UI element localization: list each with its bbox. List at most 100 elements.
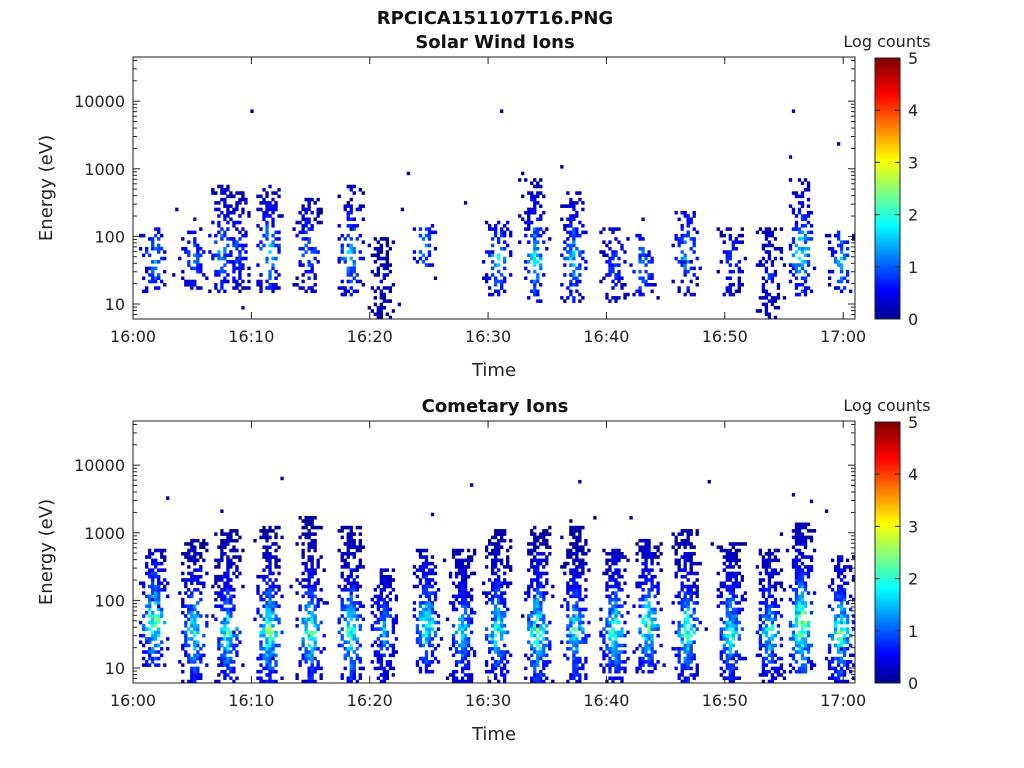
- spectrogram-cell: [683, 529, 687, 533]
- spectrogram-cell: [773, 597, 778, 602]
- spectrogram-cell: [755, 263, 760, 267]
- spectrogram-cell: [226, 204, 230, 208]
- spectrogram-cell: [686, 646, 690, 651]
- spectrogram-cell: [533, 673, 537, 677]
- spectrogram-cell: [662, 663, 666, 667]
- spectrogram-cell: [800, 250, 805, 254]
- spectrogram-cell: [346, 597, 350, 602]
- spectrogram-cell: [599, 279, 603, 284]
- spectrogram-cell: [647, 591, 651, 595]
- spectrogram-cell: [722, 660, 726, 664]
- spectrogram-cell: [265, 207, 269, 212]
- spectrogram-cell: [527, 568, 531, 572]
- spectrogram-cell: [737, 676, 741, 681]
- spectrogram-cell: [385, 266, 390, 271]
- spectrogram-cell: [791, 666, 796, 671]
- spectrogram-cell: [734, 240, 738, 244]
- spectrogram-cell: [178, 660, 182, 664]
- spectrogram-cell: [199, 660, 203, 664]
- x-tick-label: 16:20: [347, 691, 393, 710]
- spectrogram-cell: [265, 640, 269, 644]
- spectrogram-cell: [680, 679, 684, 684]
- spectrogram-cell: [533, 243, 537, 248]
- spectrogram-cell: [385, 663, 390, 667]
- spectrogram-cell: [382, 299, 386, 303]
- spectrogram-cell: [839, 279, 844, 284]
- spectrogram-cell: [773, 571, 778, 576]
- spectrogram-cell: [740, 240, 744, 244]
- spectrogram-cell: [145, 246, 149, 251]
- spectrogram-cell: [683, 558, 687, 563]
- spectrogram-cell: [355, 588, 359, 592]
- spectrogram-cell: [566, 581, 570, 586]
- spectrogram-cell: [677, 561, 681, 566]
- spectrogram-cell: [608, 660, 612, 664]
- spectrogram-cell: [358, 532, 362, 536]
- spectrogram-cell: [644, 548, 648, 553]
- spectrogram-cell: [791, 227, 796, 231]
- spectrogram-cell: [385, 260, 390, 264]
- spectrogram-cell: [460, 588, 465, 592]
- spectrogram-cell: [545, 227, 549, 231]
- spectrogram-cell: [157, 574, 161, 579]
- spectrogram-cell: [304, 525, 308, 530]
- spectrogram-cell: [686, 601, 690, 605]
- spectrogram-cell: [460, 558, 465, 563]
- spectrogram-cell: [572, 561, 576, 566]
- spectrogram-cell: [223, 663, 227, 667]
- spectrogram-cell: [782, 263, 787, 267]
- spectrogram-cell: [764, 650, 769, 654]
- spectrogram-cell: [148, 279, 152, 284]
- spectrogram-cell: [650, 646, 654, 651]
- spectrogram-cell: [830, 581, 835, 586]
- spectrogram-cell: [391, 646, 396, 651]
- spectrogram-cell: [349, 591, 353, 595]
- spectrogram-cell: [689, 653, 693, 658]
- spectrogram-cell: [605, 273, 609, 277]
- spectrogram-cell: [379, 237, 383, 241]
- spectrogram-cell: [623, 296, 627, 300]
- spectrogram-cell: [767, 276, 772, 280]
- spectrogram-cell: [575, 529, 579, 533]
- spectrogram-cell: [193, 604, 197, 608]
- spectrogram-cell: [683, 266, 687, 271]
- spectrogram-cell: [848, 633, 853, 638]
- spectrogram-cell: [674, 574, 678, 579]
- spectrogram-cell: [376, 643, 380, 648]
- spectrogram-cell: [463, 584, 468, 589]
- plot-frame: [132, 420, 856, 684]
- spectrogram-cell: [190, 676, 194, 681]
- spectrogram-cell: [157, 273, 161, 277]
- spectrogram-cell: [376, 666, 380, 671]
- spectrogram-cell: [463, 624, 468, 628]
- spectrogram-cell: [836, 279, 841, 284]
- spectrogram-cell: [539, 591, 543, 595]
- spectrogram-cell: [259, 594, 263, 599]
- spectrogram-cell: [617, 669, 621, 674]
- spectrogram-cell: [199, 266, 203, 271]
- spectrogram-cell: [830, 660, 835, 664]
- spectrogram-cell: [797, 597, 802, 602]
- spectrogram-cell: [361, 666, 365, 671]
- spectrogram-cell: [800, 538, 805, 543]
- spectrogram-cell: [803, 224, 808, 228]
- spectrogram-cell: [806, 529, 811, 533]
- spectrogram-cell: [223, 230, 227, 235]
- spectrogram-cell: [569, 568, 573, 572]
- spectrogram-cell: [644, 620, 648, 625]
- spectrogram-cell: [530, 660, 534, 664]
- spectrogram-cell: [271, 542, 275, 546]
- spectrogram-cell: [647, 663, 651, 667]
- spectrogram-cell: [497, 292, 501, 297]
- spectrogram-cell: [500, 233, 504, 238]
- spectrogram-cell: [238, 230, 242, 235]
- spectrogram-cell: [569, 273, 573, 277]
- spectrogram-cell: [809, 529, 814, 533]
- spectrogram-cell: [265, 260, 269, 264]
- spectrogram-cell: [352, 269, 356, 274]
- spectrogram-cell: [460, 574, 465, 579]
- spectrogram-cell: [686, 542, 690, 546]
- spectrogram-cell: [220, 620, 224, 625]
- spectrogram-cell: [145, 571, 149, 576]
- spectrogram-cell: [469, 676, 474, 681]
